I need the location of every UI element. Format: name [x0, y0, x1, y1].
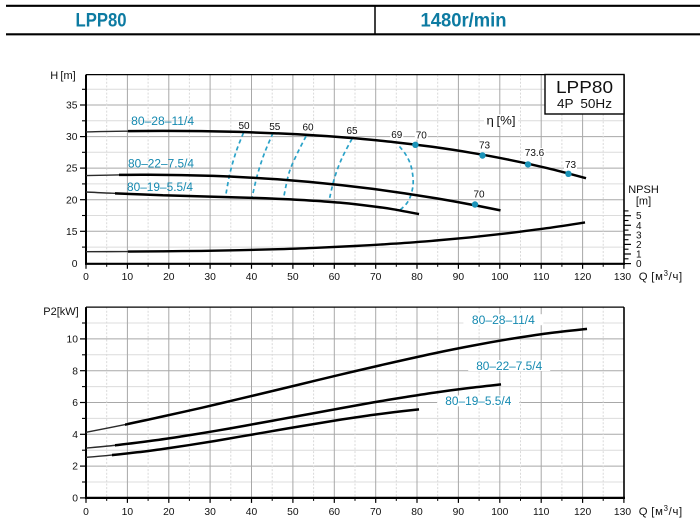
- svg-text:80–28–11/4: 80–28–11/4: [472, 313, 535, 327]
- svg-text:110: 110: [533, 507, 550, 518]
- svg-text:10: 10: [67, 335, 79, 346]
- svg-text:LPP80: LPP80: [76, 10, 127, 31]
- svg-text:4: 4: [636, 221, 642, 232]
- svg-text:70: 70: [370, 272, 382, 283]
- svg-text:6: 6: [72, 398, 78, 409]
- svg-text:2: 2: [636, 240, 642, 251]
- svg-text:P2[kW]: P2[kW]: [43, 306, 78, 318]
- svg-text:15: 15: [66, 227, 78, 238]
- svg-text:Q [м3/ч]: Q [м3/ч]: [639, 269, 683, 283]
- svg-text:50: 50: [238, 121, 250, 132]
- svg-text:30: 30: [204, 272, 216, 283]
- svg-text:η [%]: η [%]: [487, 113, 516, 127]
- svg-text:80: 80: [411, 272, 423, 283]
- svg-text:30: 30: [204, 507, 216, 518]
- svg-text:25: 25: [66, 164, 78, 175]
- svg-text:80–22–7.5/4: 80–22–7.5/4: [128, 157, 194, 171]
- svg-text:10: 10: [122, 272, 134, 283]
- svg-text:70: 70: [370, 507, 382, 518]
- svg-text:5: 5: [636, 211, 642, 222]
- svg-text:8: 8: [72, 366, 78, 377]
- svg-text:130: 130: [614, 272, 631, 283]
- svg-text:73.6: 73.6: [525, 148, 545, 159]
- svg-text:0: 0: [83, 507, 89, 518]
- svg-text:4: 4: [72, 430, 78, 441]
- svg-text:10: 10: [122, 507, 134, 518]
- svg-text:4P 50Hz: 4P 50Hz: [557, 97, 612, 111]
- svg-text:120: 120: [574, 507, 591, 518]
- svg-text:0: 0: [72, 494, 78, 505]
- svg-text:65: 65: [346, 126, 358, 137]
- svg-text:60: 60: [302, 123, 314, 134]
- svg-text:H [m]: H [m]: [50, 70, 75, 82]
- svg-text:69: 69: [391, 130, 403, 141]
- svg-text:90: 90: [453, 272, 465, 283]
- svg-text:60: 60: [329, 272, 341, 283]
- svg-text:50: 50: [287, 507, 299, 518]
- svg-text:50: 50: [287, 272, 299, 283]
- svg-text:70: 70: [473, 190, 485, 201]
- svg-text:60: 60: [329, 507, 341, 518]
- svg-text:20: 20: [66, 195, 78, 206]
- svg-text:70: 70: [416, 131, 428, 142]
- svg-text:30: 30: [66, 132, 78, 143]
- svg-text:40: 40: [246, 507, 258, 518]
- svg-text:3: 3: [636, 230, 642, 241]
- svg-text:0: 0: [72, 259, 78, 270]
- svg-text:[m]: [m]: [636, 196, 651, 208]
- svg-text:73: 73: [479, 140, 491, 151]
- svg-text:1: 1: [636, 250, 642, 261]
- svg-text:NPSH: NPSH: [628, 184, 659, 196]
- svg-text:20: 20: [163, 272, 175, 283]
- svg-text:20: 20: [163, 507, 175, 518]
- svg-text:120: 120: [574, 272, 591, 283]
- svg-text:90: 90: [453, 507, 465, 518]
- svg-text:80–19–5.5/4: 80–19–5.5/4: [445, 394, 511, 408]
- svg-text:80–28–11/4: 80–28–11/4: [131, 114, 194, 128]
- svg-text:73: 73: [565, 160, 577, 171]
- svg-text:110: 110: [533, 272, 550, 283]
- svg-text:55: 55: [269, 122, 281, 133]
- svg-text:40: 40: [246, 272, 258, 283]
- svg-text:100: 100: [491, 507, 508, 518]
- svg-text:0: 0: [636, 259, 642, 270]
- svg-text:Q [м3/ч]: Q [м3/ч]: [639, 504, 683, 518]
- svg-text:35: 35: [66, 101, 78, 112]
- svg-text:1480r/min: 1480r/min: [421, 10, 507, 31]
- svg-text:0: 0: [83, 272, 89, 283]
- svg-text:80–22–7.5/4: 80–22–7.5/4: [476, 359, 542, 373]
- svg-text:130: 130: [614, 507, 631, 518]
- svg-text:80: 80: [411, 507, 423, 518]
- svg-text:2: 2: [72, 462, 78, 473]
- svg-text:100: 100: [491, 272, 508, 283]
- svg-text:80–19–5.5/4: 80–19–5.5/4: [127, 180, 193, 194]
- svg-text:LPP80: LPP80: [556, 77, 613, 97]
